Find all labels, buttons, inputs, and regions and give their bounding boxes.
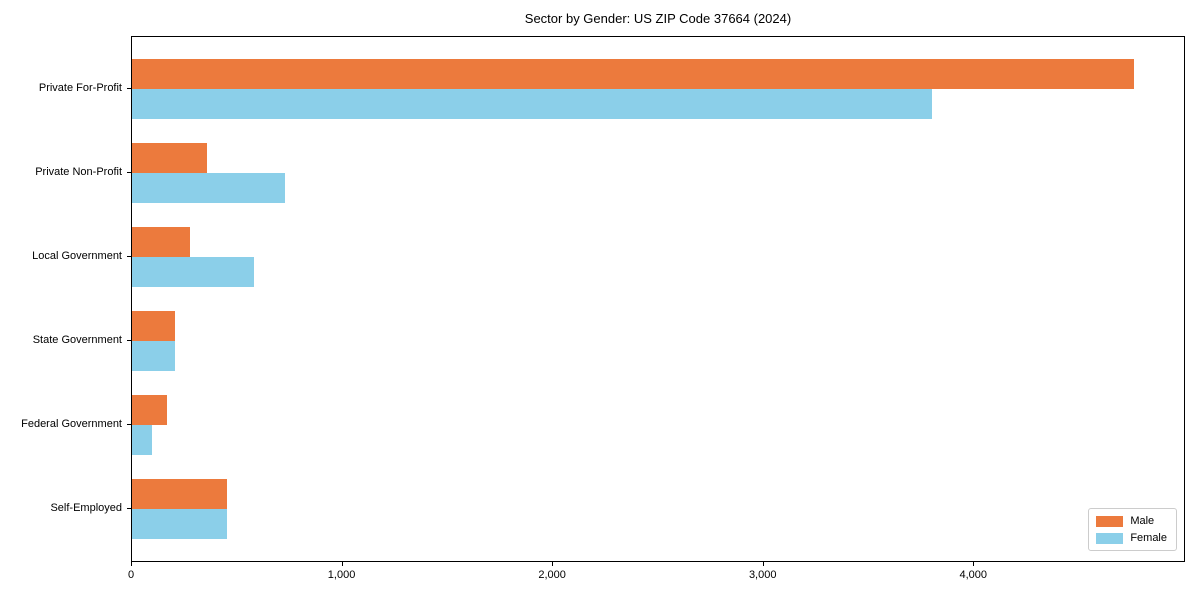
bar-male-private-for-profit bbox=[132, 59, 1134, 89]
bar-male-state-government bbox=[132, 311, 176, 341]
legend-entry-female: Female bbox=[1096, 532, 1167, 544]
y-axis-label-private-non-profit: Private Non-Profit bbox=[35, 166, 122, 178]
bar-female-private-non-profit bbox=[132, 173, 285, 203]
x-tick-label: 0 bbox=[127, 569, 135, 581]
x-tick-mark bbox=[131, 562, 132, 566]
x-tick-label: 2,000 bbox=[538, 569, 566, 581]
bar-male-self-employed bbox=[132, 479, 227, 509]
bar-female-self-employed bbox=[132, 509, 227, 539]
y-tick-mark bbox=[127, 424, 131, 425]
y-tick-mark bbox=[127, 508, 131, 509]
y-tick-mark bbox=[127, 88, 131, 89]
legend-swatch-male bbox=[1096, 515, 1124, 527]
bar-male-federal-government bbox=[132, 395, 167, 425]
x-tick-label: 4,000 bbox=[959, 569, 988, 581]
legend-entry-male: Male bbox=[1096, 515, 1167, 527]
chart-title: Sector by Gender: US ZIP Code 37664 (202… bbox=[524, 11, 792, 26]
bar-male-private-non-profit bbox=[132, 143, 207, 173]
legend-label-female: Female bbox=[1130, 532, 1167, 544]
y-tick-mark bbox=[127, 256, 131, 257]
y-axis-label-state-government: State Government bbox=[32, 334, 122, 346]
y-axis-label-local-government: Local Government bbox=[32, 250, 122, 262]
bar-male-local-government bbox=[132, 227, 190, 257]
y-axis-label-federal-government: Federal Government bbox=[21, 418, 122, 430]
x-tick-mark bbox=[762, 562, 764, 566]
x-tick-label: 1,000 bbox=[327, 569, 356, 581]
x-tick-mark bbox=[341, 562, 343, 566]
plot-area: Male Female bbox=[131, 36, 1185, 562]
y-tick-mark bbox=[127, 340, 131, 341]
y-axis-label-self-employed: Self-Employed bbox=[50, 502, 122, 514]
legend-swatch-female bbox=[1096, 532, 1124, 544]
y-tick-mark bbox=[127, 172, 131, 173]
y-axis-label-private-for-profit: Private For-Profit bbox=[38, 82, 122, 94]
bar-female-private-for-profit bbox=[132, 89, 933, 119]
bar-female-state-government bbox=[132, 341, 176, 371]
legend-label-male: Male bbox=[1130, 515, 1155, 527]
x-tick-label: 3,000 bbox=[748, 569, 777, 581]
bar-female-local-government bbox=[132, 257, 255, 287]
legend: Male Female bbox=[1088, 508, 1177, 551]
x-tick-mark bbox=[552, 562, 554, 566]
bar-female-federal-government bbox=[132, 425, 152, 455]
x-tick-mark bbox=[973, 562, 975, 566]
